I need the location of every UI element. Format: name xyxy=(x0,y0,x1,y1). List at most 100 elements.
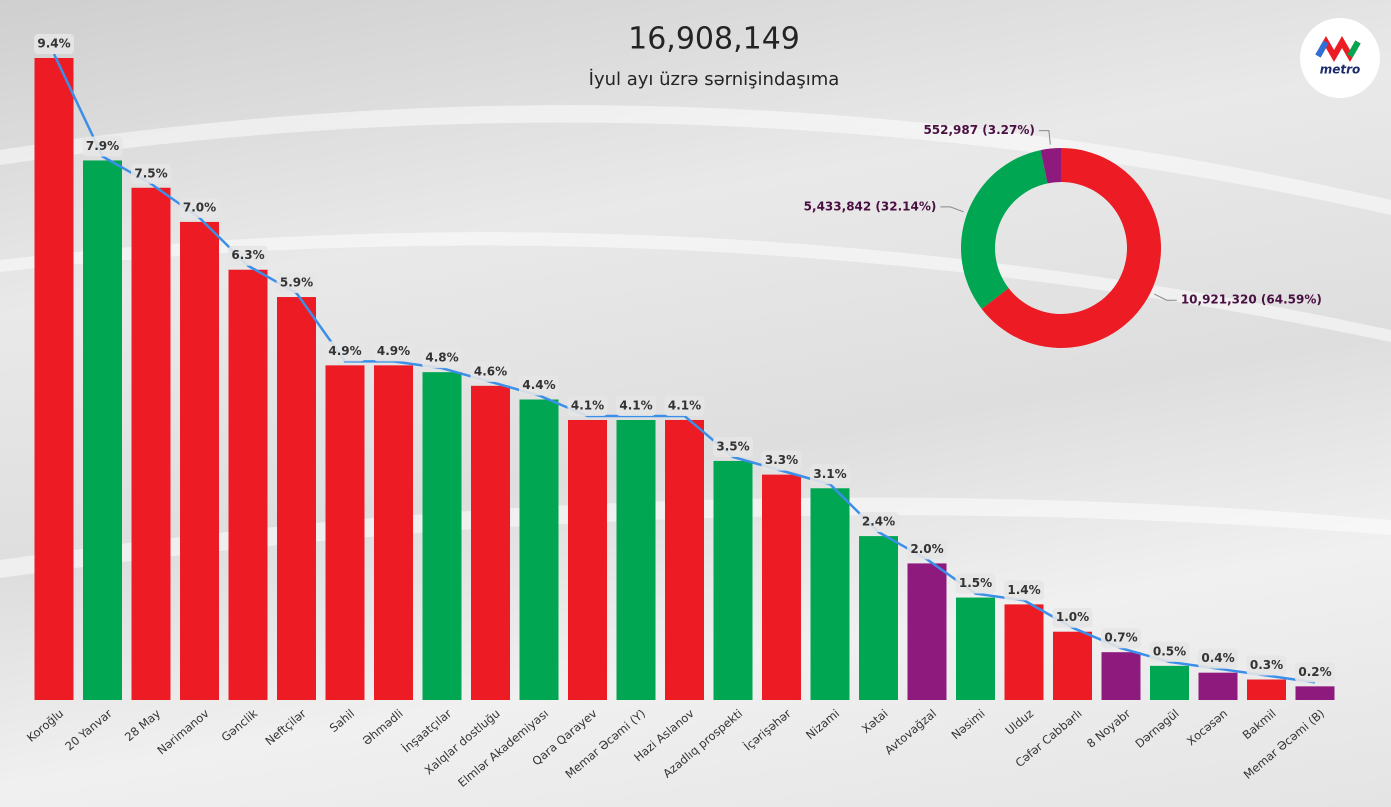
data-label: 4.9% xyxy=(377,344,410,358)
x-tick-label: Neftçilər xyxy=(262,706,308,748)
data-label-bg xyxy=(761,450,802,471)
bar xyxy=(568,419,607,700)
data-label: 4.1% xyxy=(619,398,652,412)
data-label: 1.4% xyxy=(1007,583,1040,597)
data-label-bg xyxy=(810,464,850,485)
data-label-bg xyxy=(373,341,414,362)
data-label: 7.5% xyxy=(134,166,167,180)
data-label-bg xyxy=(664,395,705,416)
data-label-bg xyxy=(131,163,171,184)
data-label: 4.8% xyxy=(425,351,458,365)
x-tick-label: Avtovağzal xyxy=(882,706,939,757)
data-label: 3.5% xyxy=(716,439,749,453)
leader-line xyxy=(1154,293,1177,301)
x-tick-label: 20 Yanvar xyxy=(62,706,115,753)
x-tick-label: Gənclik xyxy=(219,706,261,744)
data-label-bg xyxy=(82,136,123,157)
bar xyxy=(1247,679,1286,700)
data-label: 4.6% xyxy=(474,364,507,378)
logo-mark-green xyxy=(1347,40,1361,58)
bar xyxy=(374,365,413,700)
bar xyxy=(471,385,510,700)
data-label-bg xyxy=(616,395,656,416)
data-label-bg xyxy=(1198,648,1238,669)
data-label-bg xyxy=(1052,607,1093,628)
data-label-bg xyxy=(422,348,462,369)
x-tick-label: Xətai xyxy=(859,706,891,736)
leader-line xyxy=(940,206,964,213)
data-label-bg xyxy=(519,375,559,396)
data-label: 4.1% xyxy=(668,398,701,412)
bar xyxy=(180,221,219,700)
data-label: 1.5% xyxy=(959,576,992,590)
data-label-bg xyxy=(713,436,753,457)
x-tick-label: Elmlər Akademiyası xyxy=(455,706,551,790)
data-label: 2.0% xyxy=(910,542,943,556)
data-label-bg xyxy=(1004,580,1044,601)
donut-slice xyxy=(1040,148,1061,184)
x-tick-label: 28 May xyxy=(122,706,163,744)
x-tick-label: Nizami xyxy=(803,706,842,742)
data-label: 0.3% xyxy=(1250,658,1283,672)
bar xyxy=(34,58,74,700)
data-label: 0.4% xyxy=(1201,651,1234,665)
data-label-bg xyxy=(179,197,220,218)
donut-slice xyxy=(981,148,1161,348)
donut-label: 10,921,320 (64.59%) xyxy=(1181,293,1322,307)
logo-text: metro xyxy=(1320,63,1361,77)
bar xyxy=(277,297,316,700)
data-label-bg xyxy=(1101,628,1141,649)
data-label-bg xyxy=(567,395,608,416)
x-tick-label: Dərnəgül xyxy=(1132,706,1181,751)
bar xyxy=(907,563,947,700)
data-label-bg xyxy=(325,341,365,362)
data-label-bg xyxy=(1149,641,1190,662)
bar xyxy=(810,488,850,700)
x-tick-label: Xocəsən xyxy=(1184,706,1230,748)
bar xyxy=(422,372,462,700)
data-label-bg xyxy=(1246,655,1287,676)
subtitle: İyul ayı üzrə sərnişindaşıma xyxy=(589,69,840,90)
x-tick-label: Nəsimi xyxy=(949,706,988,742)
data-label: 5.9% xyxy=(280,276,313,290)
data-label: 3.3% xyxy=(765,453,798,467)
bar xyxy=(1295,686,1335,700)
data-label: 4.1% xyxy=(571,398,604,412)
data-label: 1.0% xyxy=(1056,610,1089,624)
donut-label: 552,987 (3.27%) xyxy=(923,123,1034,137)
data-label: 0.5% xyxy=(1153,644,1186,658)
x-tick-label: Memar Əcəmi (Y) xyxy=(562,706,648,781)
data-label: 7.9% xyxy=(86,139,119,153)
bar xyxy=(616,419,656,700)
bar xyxy=(83,160,122,701)
bar xyxy=(228,269,268,700)
data-label: 9.4% xyxy=(37,37,70,51)
bar xyxy=(665,419,704,700)
data-label: 2.4% xyxy=(862,515,895,529)
x-tick-label: Sahil xyxy=(327,706,357,735)
x-tick-label: Koroğlu xyxy=(24,706,66,745)
bar xyxy=(713,460,753,700)
x-tick-label: Bakmil xyxy=(1240,706,1279,742)
x-tick-label: Ulduz xyxy=(1002,706,1036,737)
data-label-bg xyxy=(276,273,317,294)
leader-line xyxy=(1038,130,1051,145)
data-label-bg xyxy=(470,361,511,382)
data-label-bg xyxy=(1295,662,1335,683)
x-tick-label: İçərişəhər xyxy=(740,705,793,753)
data-label-bg xyxy=(858,512,899,533)
data-label: 7.0% xyxy=(183,200,216,214)
x-tick-label: Əhmədli xyxy=(360,706,406,748)
total-title: 16,908,149 xyxy=(628,22,800,57)
bar xyxy=(1198,672,1238,700)
bar xyxy=(325,365,365,700)
data-label: 6.3% xyxy=(231,248,264,262)
data-label: 0.2% xyxy=(1298,665,1331,679)
donut-label: 5,433,842 (32.14%) xyxy=(804,199,937,213)
data-label: 3.1% xyxy=(813,467,846,481)
x-tick-label: 8 Noyabr xyxy=(1084,706,1133,751)
data-label: 0.7% xyxy=(1104,631,1137,645)
donut-slice xyxy=(961,150,1048,309)
data-label: 4.9% xyxy=(328,344,361,358)
